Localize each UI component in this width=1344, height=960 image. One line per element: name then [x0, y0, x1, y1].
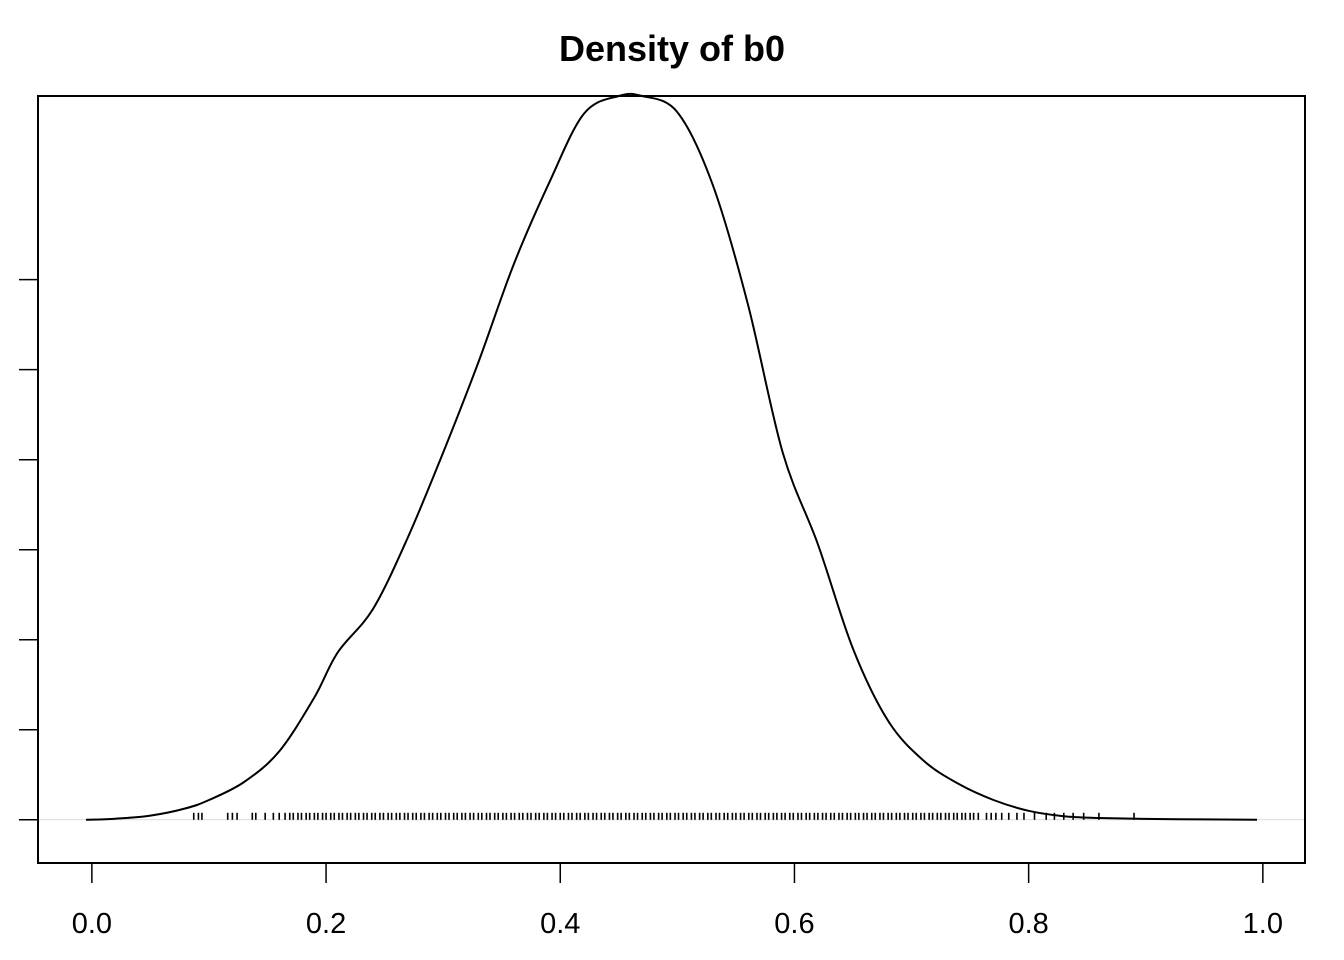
- y-axis: [19, 278, 39, 821]
- rug-marks: [192, 812, 1135, 820]
- chart-title: Density of b0: [559, 28, 785, 69]
- x-tick-label: 0.6: [774, 908, 814, 940]
- x-tick-label: 0.4: [540, 908, 580, 940]
- plot-frame: [37, 95, 1306, 864]
- x-axis: 0.0 0.2 0.4 0.6 0.8 1.0: [72, 862, 1283, 940]
- x-tick-label: 1.0: [1243, 908, 1283, 940]
- x-tick-label: 0.2: [306, 908, 346, 940]
- x-tick-label: 0.8: [1008, 908, 1048, 940]
- x-tick-label: 0.0: [72, 908, 112, 940]
- density-line: [85, 92, 1258, 821]
